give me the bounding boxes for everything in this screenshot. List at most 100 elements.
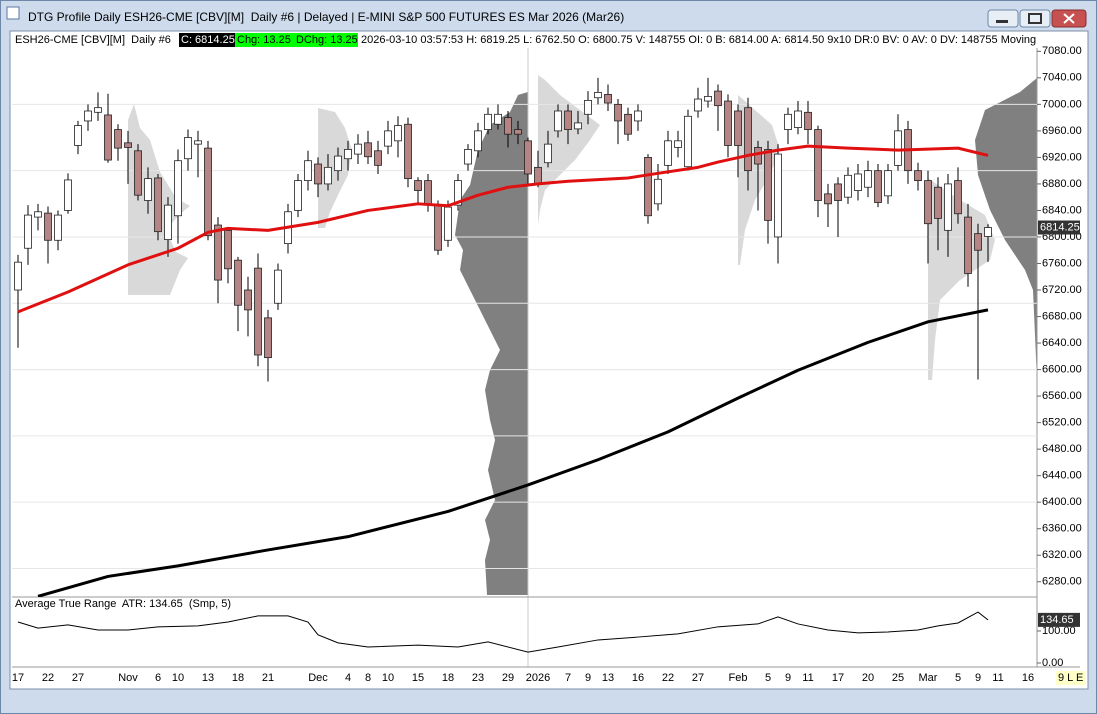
candle-body bbox=[404, 123, 412, 180]
y-tick-label: 6840.00 bbox=[1042, 204, 1082, 216]
candle-body bbox=[224, 229, 232, 270]
y-tick-label: 100.00 bbox=[1042, 625, 1076, 637]
candle-body bbox=[744, 107, 752, 172]
volume-profile bbox=[975, 78, 1037, 380]
y-tick-label: 6760.00 bbox=[1042, 257, 1082, 269]
candle-body bbox=[804, 111, 812, 130]
x-tick-label: 23 bbox=[472, 672, 484, 684]
candle-body bbox=[124, 142, 132, 148]
maximize-icon bbox=[1028, 13, 1042, 24]
info-close-bg bbox=[179, 33, 235, 47]
y-tick-label: 0.00 bbox=[1042, 657, 1063, 669]
x-tick-label: Feb bbox=[729, 672, 748, 684]
indicator bbox=[17, 611, 989, 653]
candle-body bbox=[394, 125, 402, 142]
y-tick-label: 7080.00 bbox=[1042, 45, 1082, 57]
candle-body bbox=[644, 157, 652, 217]
candle-body bbox=[694, 98, 702, 112]
candle-body bbox=[434, 204, 442, 251]
candle-body bbox=[74, 125, 82, 146]
candle-body bbox=[294, 180, 302, 211]
x-tick-label: 18 bbox=[442, 672, 454, 684]
info-details: 2026-03-10 03:57:53 H: 6819.25 L: 6762.5… bbox=[361, 34, 1036, 46]
y-tick-label: 6480.00 bbox=[1042, 443, 1082, 455]
minimize-icon bbox=[996, 20, 1008, 23]
last-price-label-bg bbox=[1038, 220, 1080, 235]
candle-body bbox=[794, 110, 802, 128]
candle-body bbox=[324, 166, 332, 185]
candle-body bbox=[724, 100, 732, 146]
candle-body bbox=[94, 107, 102, 113]
candle-body bbox=[194, 140, 202, 145]
candle-body bbox=[854, 173, 862, 191]
candle-body bbox=[154, 177, 162, 233]
y-tick-label: 6560.00 bbox=[1042, 390, 1082, 402]
y-tick-label: 6680.00 bbox=[1042, 310, 1082, 322]
y-tick-label: 6880.00 bbox=[1042, 178, 1082, 190]
x-tick-label: 25 bbox=[892, 672, 904, 684]
x-tick-label: 9 bbox=[975, 672, 981, 684]
candle-body bbox=[134, 150, 142, 196]
close-icon bbox=[1063, 13, 1075, 24]
candle-body bbox=[554, 110, 562, 132]
candle-body bbox=[564, 110, 572, 130]
x-tick-label: 21 bbox=[262, 672, 274, 684]
x-tick-label: 11 bbox=[992, 672, 1003, 684]
candle-body bbox=[704, 96, 712, 102]
candle-body bbox=[54, 214, 62, 241]
candles bbox=[14, 77, 992, 597]
moving-average bbox=[17, 144, 989, 314]
candle-body bbox=[574, 122, 582, 130]
y-tick-label: 6640.00 bbox=[1042, 337, 1082, 349]
x-tick-label: 27 bbox=[72, 672, 84, 684]
x-tick-label: 20 bbox=[862, 672, 874, 684]
candle-body bbox=[514, 129, 522, 135]
y-tick-label: 7000.00 bbox=[1042, 98, 1082, 110]
candle-body bbox=[534, 166, 542, 185]
candle-body bbox=[624, 113, 632, 135]
candle-body bbox=[714, 90, 722, 107]
maximize-button[interactable] bbox=[1019, 9, 1051, 28]
x-tick-label: 16 bbox=[1022, 672, 1034, 684]
x-tick-label: 13 bbox=[602, 672, 614, 684]
candle-body bbox=[334, 155, 342, 172]
minimize-button[interactable] bbox=[987, 9, 1019, 28]
candle-body bbox=[774, 153, 782, 238]
x-tick-label: 6 bbox=[155, 672, 161, 684]
y-tick-label: 6440.00 bbox=[1042, 470, 1082, 482]
candle-body bbox=[654, 178, 662, 205]
volume-profile bbox=[538, 75, 600, 225]
x-tick-label: 22 bbox=[42, 672, 54, 684]
candle-body bbox=[464, 149, 472, 165]
x-tick-label: 22 bbox=[662, 672, 674, 684]
candle-body bbox=[484, 113, 492, 130]
x-tick-label: 17 bbox=[832, 672, 844, 684]
candle-body bbox=[864, 170, 872, 188]
x-tick-label: 13 bbox=[202, 672, 214, 684]
candle-body bbox=[64, 179, 72, 211]
x-tick-label: 29 bbox=[502, 672, 514, 684]
candle-body bbox=[924, 180, 932, 225]
candle-body bbox=[914, 170, 922, 182]
candle-body bbox=[314, 163, 322, 185]
candle-body bbox=[964, 216, 972, 274]
last-atr-label: 134.65 bbox=[1040, 614, 1074, 626]
candle-body bbox=[594, 92, 602, 99]
info-chg: Chg: 13.25 bbox=[237, 34, 291, 46]
candle-body bbox=[174, 160, 182, 217]
window-title: DTG Profile Daily ESH26-CME [CBV][M] Dai… bbox=[28, 10, 624, 24]
info-dchg: DChg: 13.25 bbox=[296, 34, 358, 46]
corner-box bbox=[1056, 671, 1086, 685]
app-icon bbox=[6, 6, 20, 20]
candle-body bbox=[354, 143, 362, 155]
last-atr-label-bg bbox=[1038, 612, 1080, 627]
candle-body bbox=[234, 259, 242, 306]
last-price-label: 6814.25 bbox=[1040, 221, 1080, 233]
candle-body bbox=[974, 233, 982, 251]
corner-label: 9 L E bbox=[1058, 672, 1083, 684]
candle-body bbox=[874, 170, 882, 203]
candle-body bbox=[934, 186, 942, 219]
candle-body bbox=[444, 206, 452, 241]
y-tick-label: 6520.00 bbox=[1042, 417, 1082, 429]
